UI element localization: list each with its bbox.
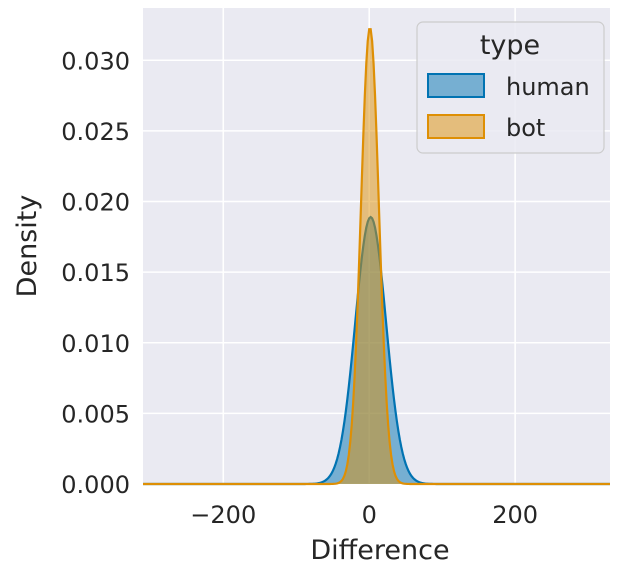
x-tick-label: 200 xyxy=(492,501,538,529)
y-tick-label: 0.000 xyxy=(61,471,130,499)
x-tick-label: −200 xyxy=(190,501,256,529)
y-tick-labels: 0.000 0.005 0.010 0.015 0.020 0.025 0.030 xyxy=(61,47,130,499)
x-tick-label: 0 xyxy=(362,501,377,529)
y-tick-label: 0.020 xyxy=(61,189,130,217)
y-axis-label: Density xyxy=(12,195,43,298)
density-line-bot xyxy=(143,28,610,486)
legend-swatch-bot xyxy=(427,114,485,139)
density-area-bot xyxy=(143,29,610,485)
legend-label-human: human xyxy=(506,73,590,101)
y-tick-label: 0.005 xyxy=(61,400,130,428)
legend-label-bot: bot xyxy=(506,114,545,142)
y-tick-label: 0.030 xyxy=(61,47,130,75)
y-tick-label: 0.015 xyxy=(61,259,130,287)
legend-swatch-human xyxy=(427,73,485,98)
legend-title: type xyxy=(480,30,540,61)
y-tick-label: 0.010 xyxy=(61,330,130,358)
legend: type human bot xyxy=(416,21,605,154)
density-curves xyxy=(143,28,610,486)
x-tick-labels: −200 0 200 xyxy=(190,501,538,529)
x-axis-label: Difference xyxy=(310,535,449,565)
y-tick-label: 0.025 xyxy=(61,118,130,146)
